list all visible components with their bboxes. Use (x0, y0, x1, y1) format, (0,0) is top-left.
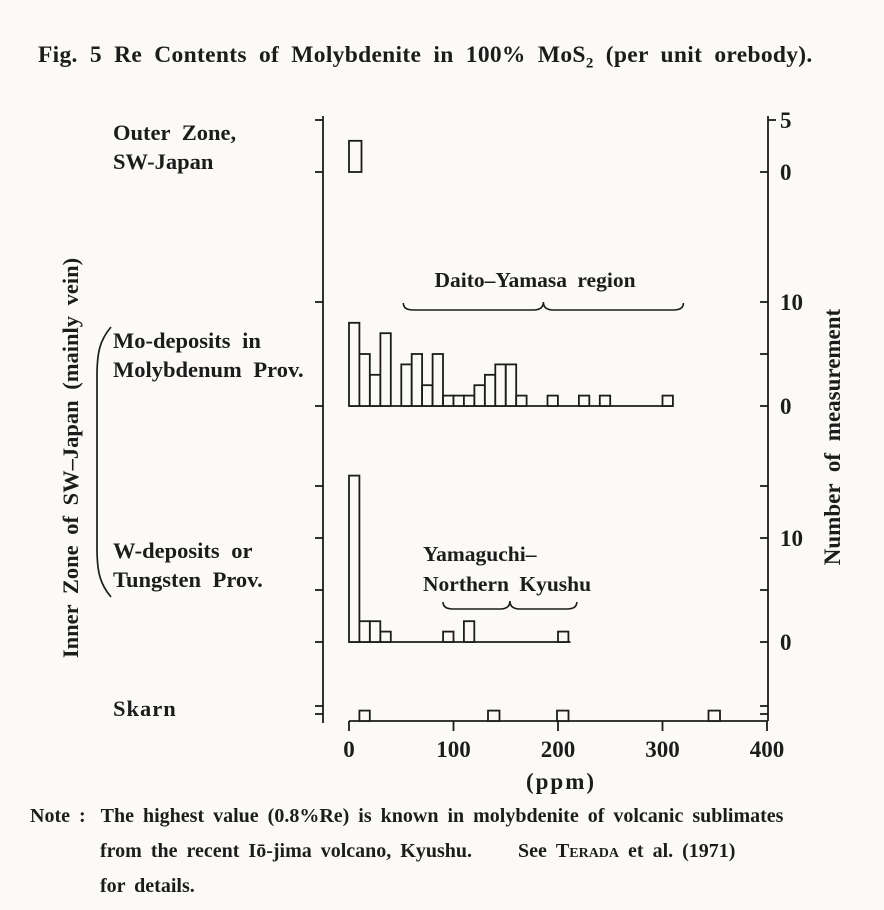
histogram-bar (483, 373, 497, 407)
region-brace-yamaguchi (442, 600, 578, 610)
histogram-bar (400, 363, 413, 407)
note-citation-name: Terada (555, 840, 620, 862)
note-citation: See Terada et al. (1971) (518, 840, 735, 862)
inner-zone-group-label: Inner Zone of SW–Japan (mainly vein) (58, 257, 83, 659)
figure-title-suffix: (per unit orebody). (593, 42, 813, 68)
y-tick-label: 0 (780, 630, 792, 655)
histogram-bar (462, 620, 476, 643)
x-axis-unit-label: (ppm) (526, 769, 596, 794)
histogram-bar (546, 394, 559, 407)
histogram-bar (368, 620, 382, 643)
row-label-outer-zone-line2: SW-Japan (113, 149, 214, 174)
histogram-bar (462, 394, 476, 407)
x-tick-label: 0 (343, 737, 355, 762)
histogram-bar (358, 620, 371, 643)
histogram-bar (410, 353, 424, 407)
figure-title-subscript: 2 (585, 55, 594, 72)
histogram-bar (557, 630, 570, 643)
histogram-bar (379, 332, 392, 407)
histogram-bar (487, 709, 501, 722)
row-label-skarn: Skarn (113, 696, 177, 721)
region-label-yamaguchi-line1: Yamaguchi– (423, 542, 537, 566)
x-tick-label: 300 (645, 737, 680, 762)
histogram-bar (348, 321, 361, 407)
histogram-bar (442, 394, 455, 407)
histogram-bar (598, 394, 612, 407)
histogram-bar (348, 474, 361, 643)
row-label-mo-deposits-line2: Molybdenum Prov. (113, 357, 304, 382)
histogram-bar (504, 363, 518, 407)
histogram-bar (431, 353, 444, 407)
y-tick-label: 10 (780, 526, 803, 551)
histogram-bar (348, 139, 363, 173)
inner-zone-bracket (96, 326, 112, 598)
x-tick-label: 100 (436, 737, 471, 762)
region-label-yamaguchi-line2: Northern Kyushu (423, 572, 592, 596)
region-label-daito: Daito–Yamasa region (434, 268, 636, 292)
row-label-w-deposits-line2: Tungsten Prov. (113, 567, 263, 592)
note-line3: for details. (100, 875, 195, 897)
row-label-outer-zone-line1: Outer Zone, (113, 120, 237, 145)
histogram-bar (707, 709, 721, 722)
x-tick-label: 200 (541, 737, 576, 762)
note-line2: from the recent Iō-jima volcano, Kyushu.… (100, 840, 735, 863)
note-citation-pre: See (518, 840, 556, 862)
row-label-mo-deposits: Mo-deposits in Molybdenum Prov. (113, 326, 304, 384)
y-tick-label: 5 (780, 108, 792, 133)
histogram-bar (442, 630, 455, 643)
histogram-bar (578, 394, 591, 407)
figure-title: Fig. 5 Re Contents of Molybdenite in 100… (38, 42, 813, 73)
row-label-mo-deposits-line1: Mo-deposits in (113, 328, 261, 353)
y-axis-title: Number of measurement (820, 308, 845, 566)
histogram-bar (452, 394, 465, 407)
figure-title-text: Fig. 5 Re Contents of Molybdenite in 100… (38, 42, 586, 68)
histogram-bar (515, 394, 528, 407)
region-brace-daito (402, 301, 685, 311)
note-line1: Note : The highest value (0.8%Re) is know… (30, 805, 783, 828)
histogram-bar (368, 373, 382, 407)
histogram-bar (661, 394, 674, 407)
note-line2-text: from the recent Iō-jima volcano, Kyushu. (100, 840, 473, 862)
histogram-bar (358, 709, 371, 722)
histogram-bar (358, 353, 371, 407)
region-label-yamaguchi: Yamaguchi– Northern Kyushu (423, 539, 591, 599)
histogram-bar (556, 709, 570, 722)
histogram-bar (494, 363, 507, 407)
y-tick-label: 0 (780, 160, 792, 185)
histogram-bar (473, 384, 486, 407)
y-tick-label: 0 (780, 394, 792, 419)
x-tick-label: 400 (750, 737, 785, 762)
y-tick-label: 10 (780, 290, 803, 315)
note-citation-post: et al. (1971) (619, 840, 736, 862)
row-label-w-deposits: W-deposits or Tungsten Prov. (113, 536, 263, 594)
note-prefix: Note : (30, 805, 86, 827)
histogram-bar (421, 384, 434, 407)
histogram-bar (379, 630, 392, 643)
note-line1-text: The highest value (0.8%Re) is known in m… (100, 805, 784, 827)
row-label-outer-zone: Outer Zone, SW-Japan (113, 118, 236, 176)
row-label-w-deposits-line1: W-deposits or (113, 538, 253, 563)
